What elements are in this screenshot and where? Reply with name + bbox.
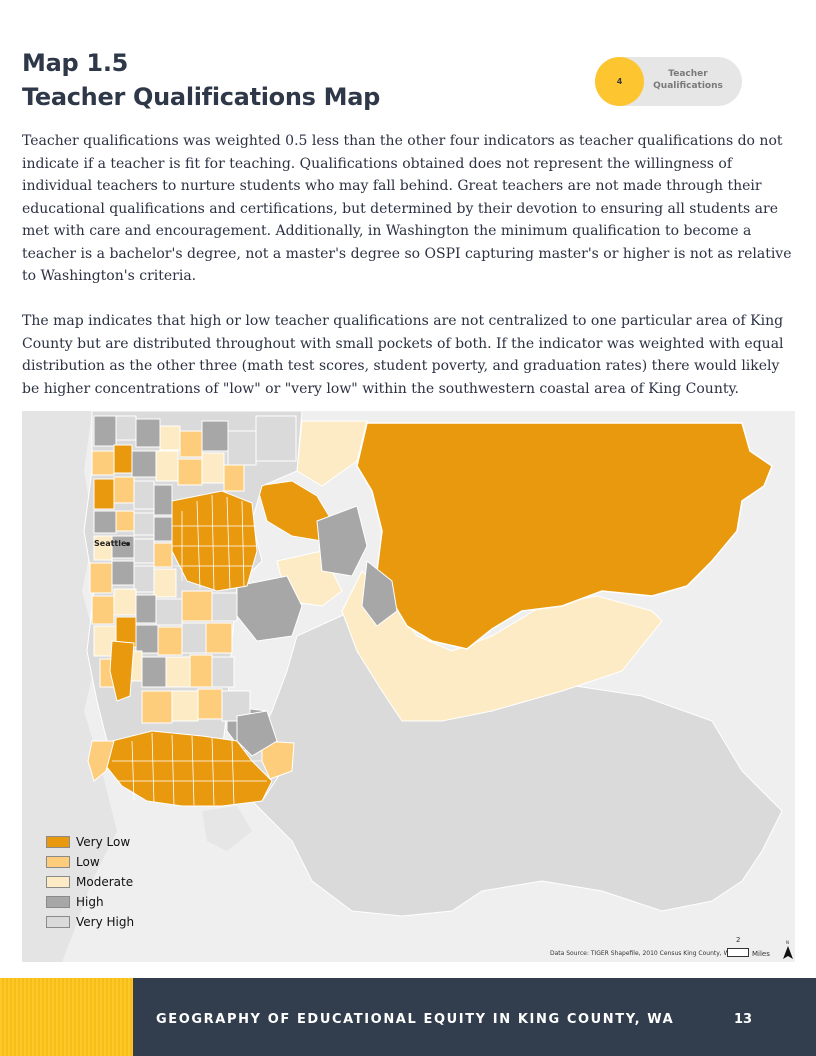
tract (113, 588, 137, 616)
legend-swatch (46, 856, 70, 868)
seattle-marker (126, 542, 130, 546)
region-high-a (316, 505, 368, 577)
scale-unit: Miles (752, 950, 770, 958)
tract (171, 690, 199, 722)
tract (236, 710, 278, 757)
tract (179, 430, 203, 458)
tract (91, 450, 115, 476)
tract (93, 415, 117, 447)
legend-item-very-low: Very Low (46, 835, 130, 849)
indicator-badge: 4 Teacher Qualifications (595, 57, 742, 106)
tract (87, 740, 115, 782)
tract (113, 476, 135, 504)
tract (177, 458, 203, 486)
tract (135, 594, 157, 624)
legend-label: Very Low (76, 835, 131, 849)
tract (181, 590, 213, 622)
tract (157, 626, 183, 656)
tract (159, 425, 181, 451)
tract (113, 444, 133, 474)
tract-boundaries-south (112, 732, 267, 806)
tract (155, 598, 183, 626)
legend-item-moderate: Moderate (46, 875, 133, 889)
legend-label: Very High (76, 915, 135, 929)
tract (165, 656, 191, 688)
tract (189, 654, 213, 688)
scale-value: 2 (736, 936, 741, 944)
tract (201, 420, 229, 452)
tract (133, 538, 155, 564)
tract (211, 656, 235, 688)
region-very-low-east (356, 422, 773, 650)
paragraph-1: Teacher qualifications was weighted 0.5 … (22, 133, 792, 284)
page-footer: GEOGRAPHY OF EDUCATIONAL EQUITY IN KING … (0, 978, 816, 1056)
tract (153, 568, 177, 598)
tract (133, 512, 155, 536)
north-label: N (786, 940, 789, 945)
legend-label: Moderate (76, 875, 134, 889)
teacher-qualifications-map: Seattle Very Low Low Moderate High Very … (22, 411, 795, 962)
city-label-seattle: Seattle (94, 539, 127, 548)
tract (141, 690, 173, 724)
tract (133, 565, 155, 593)
tract (181, 622, 207, 654)
scale-bar (727, 948, 749, 957)
tract (201, 452, 225, 484)
north-arrow-icon: N (783, 940, 793, 959)
tract (227, 430, 257, 466)
tract (197, 688, 223, 720)
tract (141, 656, 167, 688)
tract (93, 478, 115, 510)
legend-item-low: Low (46, 855, 100, 869)
tract (115, 510, 135, 532)
tract (131, 450, 157, 478)
tract (255, 415, 297, 462)
legend-item-very-high: Very High (46, 915, 134, 929)
tract (205, 622, 233, 654)
tract (115, 415, 137, 441)
tract (89, 562, 113, 594)
tract (153, 542, 173, 568)
region-very-low-central (171, 490, 258, 592)
legend-swatch (46, 876, 70, 888)
page-number: 13 (734, 1012, 753, 1027)
tract (135, 624, 159, 654)
legend-swatch (46, 916, 70, 928)
tract (153, 484, 173, 516)
page-title: Map 1.5 Teacher Qualifications Map (22, 46, 380, 114)
footer-accent-block (0, 978, 133, 1056)
tract-boundaries (172, 494, 256, 592)
region-very-low-west-coast (109, 640, 135, 702)
legend-label: High (76, 895, 104, 909)
legend-swatch (46, 836, 70, 848)
tract (261, 740, 295, 780)
tract (135, 418, 161, 448)
tract (93, 510, 117, 534)
tract (211, 592, 238, 622)
tract (111, 560, 135, 586)
title-line-1: Map 1.5 (22, 49, 129, 77)
north-arrow-shape (783, 946, 793, 959)
region-very-low-south (101, 730, 273, 807)
tract (221, 690, 251, 722)
badge-number: 4 (595, 57, 644, 106)
title-line-2: Teacher Qualifications Map (22, 83, 381, 111)
legend-item-high: High (46, 895, 104, 909)
tract (223, 464, 245, 492)
tract (155, 450, 179, 482)
map-canvas: Seattle (22, 411, 795, 962)
data-source: Data Source: TIGER Shapefile, 2010 Censu… (550, 950, 734, 957)
region-moderate-east (341, 570, 663, 722)
tract (91, 595, 115, 625)
region-high-c (361, 560, 398, 627)
tract (133, 480, 155, 510)
legend-swatch (46, 896, 70, 908)
badge-label: Teacher Qualifications (653, 69, 723, 91)
legend-label: Low (76, 855, 100, 869)
paragraph-2: The map indicates that high or low teach… (22, 313, 784, 397)
footer-title: GEOGRAPHY OF EDUCATIONAL EQUITY IN KING … (156, 1012, 675, 1027)
vashon-island (202, 806, 252, 851)
tract (153, 516, 173, 542)
puget-sound-water (22, 411, 117, 962)
